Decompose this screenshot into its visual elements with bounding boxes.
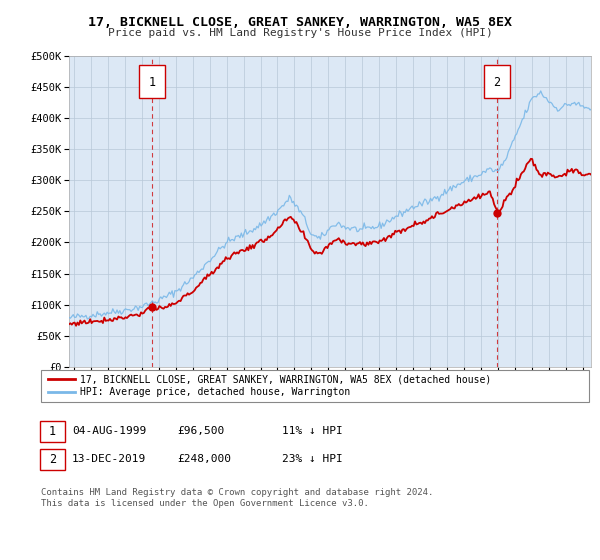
Text: This data is licensed under the Open Government Licence v3.0.: This data is licensed under the Open Gov… [41, 500, 368, 508]
Text: 13-DEC-2019: 13-DEC-2019 [72, 454, 146, 464]
Text: 1: 1 [148, 76, 155, 89]
Text: £248,000: £248,000 [177, 454, 231, 464]
FancyBboxPatch shape [139, 66, 165, 98]
FancyBboxPatch shape [484, 66, 510, 98]
Text: £96,500: £96,500 [177, 426, 224, 436]
Text: 11% ↓ HPI: 11% ↓ HPI [282, 426, 343, 436]
Text: 2: 2 [493, 76, 500, 89]
Text: 17, BICKNELL CLOSE, GREAT SANKEY, WARRINGTON, WA5 8EX (detached house): 17, BICKNELL CLOSE, GREAT SANKEY, WARRIN… [80, 375, 491, 384]
Text: Contains HM Land Registry data © Crown copyright and database right 2024.: Contains HM Land Registry data © Crown c… [41, 488, 433, 497]
Text: Price paid vs. HM Land Registry's House Price Index (HPI): Price paid vs. HM Land Registry's House … [107, 28, 493, 38]
Text: 2: 2 [49, 452, 56, 466]
Text: 17, BICKNELL CLOSE, GREAT SANKEY, WARRINGTON, WA5 8EX: 17, BICKNELL CLOSE, GREAT SANKEY, WARRIN… [88, 16, 512, 29]
Text: 1: 1 [49, 424, 56, 438]
Text: 04-AUG-1999: 04-AUG-1999 [72, 426, 146, 436]
Text: 23% ↓ HPI: 23% ↓ HPI [282, 454, 343, 464]
Text: HPI: Average price, detached house, Warrington: HPI: Average price, detached house, Warr… [80, 388, 350, 397]
